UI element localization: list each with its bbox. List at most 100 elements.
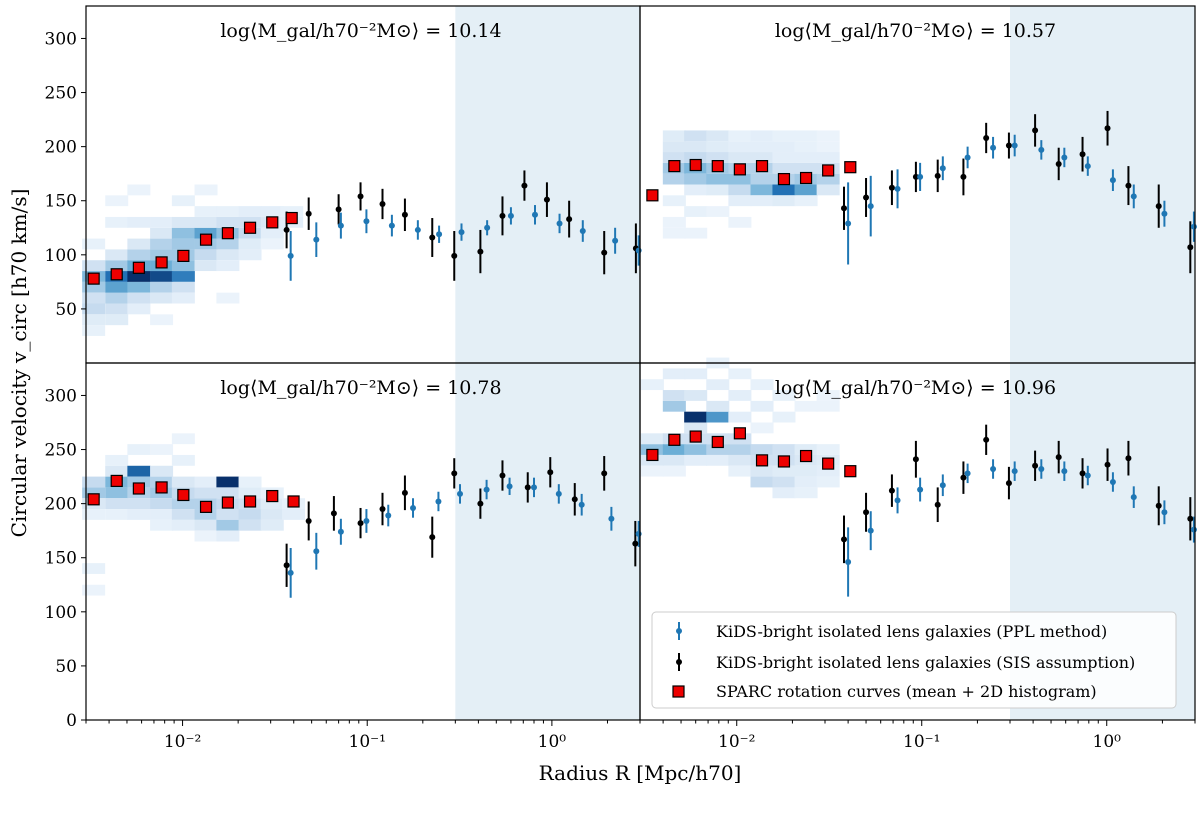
histogram-cell-bottom-left-29 [171, 519, 195, 531]
sis-point-top-left-4 [379, 200, 386, 207]
sis-point-top-left-12 [566, 216, 573, 223]
sis-point-bottom-right-1 [863, 509, 870, 516]
histogram-cell-bottom-right-30 [728, 390, 752, 401]
histogram-cell-bottom-left-34 [194, 487, 218, 499]
sparc-point-top-right-5 [755, 160, 769, 173]
histogram-cell-bottom-left-1 [82, 476, 106, 488]
histogram-cell-bottom-left-7 [105, 487, 129, 499]
y-tick-label-bottom-left-150: 150 [45, 549, 77, 569]
histogram-cell-top-left-54 [216, 249, 240, 261]
histogram-cell-top-right-29 [728, 195, 752, 207]
ppl-point-top-right-6 [990, 144, 997, 151]
sparc-point-top-left-1 [110, 268, 123, 281]
sis-point-bottom-left-9 [499, 472, 506, 479]
legend-ppl-marker [676, 628, 682, 634]
sis-point-bottom-right-6 [983, 436, 990, 443]
ppl-point-top-right-9 [1061, 154, 1068, 161]
histogram-cell-bottom-right-36 [750, 476, 774, 488]
ppl-point-bottom-left-13 [608, 515, 615, 522]
histogram-cell-bottom-right-43 [772, 476, 796, 488]
sparc-point-bottom-left-8 [266, 489, 279, 503]
histogram-cell-bottom-left-10 [105, 454, 129, 466]
sis-point-top-right-13 [1155, 203, 1162, 210]
ppl-point-bottom-left-5 [410, 504, 417, 511]
sis-point-bottom-right-12 [1125, 455, 1132, 462]
histogram-cell-top-left-34 [150, 314, 174, 326]
histogram-cell-top-right-18 [706, 152, 730, 163]
y-tick-label-bottom-left-300: 300 [45, 386, 77, 406]
histogram-cell-top-left-18 [127, 271, 151, 282]
histogram-cell-bottom-left-4 [82, 563, 106, 574]
histogram-cell-bottom-right-28 [728, 454, 752, 466]
histogram-cell-bottom-right-3 [640, 379, 664, 391]
sparc-point-bottom-left-3 [155, 481, 168, 494]
histogram-cell-top-right-44 [772, 195, 796, 207]
histogram-cell-top-right-22 [706, 206, 730, 217]
histogram-cell-bottom-left-47 [238, 487, 262, 499]
ppl-point-top-right-14 [1190, 223, 1197, 230]
ppl-point-bottom-right-7 [1011, 468, 1018, 475]
ppl-point-top-right-11 [1109, 177, 1116, 184]
histogram-cell-bottom-right-14 [684, 390, 708, 401]
histogram-cell-bottom-right-18 [684, 454, 708, 466]
histogram-cell-top-left-46 [194, 249, 218, 261]
histogram-cell-bottom-right-11 [662, 465, 686, 477]
histogram-cell-bottom-left-37 [194, 530, 218, 542]
sis-point-bottom-left-5 [401, 489, 408, 496]
histogram-cell-bottom-left-0 [82, 487, 106, 499]
sis-point-top-right-9 [1055, 160, 1062, 167]
histogram-cell-bottom-left-46 [238, 519, 262, 531]
ppl-point-bottom-right-10 [1084, 472, 1091, 479]
sis-point-bottom-right-8 [1032, 462, 1039, 469]
histogram-cell-top-right-2 [662, 152, 686, 163]
ppl-point-top-left-4 [388, 222, 395, 229]
histogram-cell-bottom-right-51 [794, 487, 818, 499]
sparc-point-top-left-6 [221, 227, 234, 240]
ppl-point-bottom-right-8 [1038, 466, 1045, 473]
histogram-cell-bottom-left-30 [171, 433, 195, 445]
sis-point-bottom-left-7 [451, 470, 458, 477]
histogram-cell-top-right-41 [772, 152, 796, 163]
histogram-cell-top-left-11 [105, 260, 129, 272]
sis-point-bottom-left-1 [305, 517, 312, 524]
histogram-cell-top-left-30 [150, 238, 174, 250]
sis-point-top-left-0 [283, 226, 290, 233]
histogram-cell-bottom-left-24 [150, 444, 174, 455]
histogram-cell-top-right-40 [772, 162, 796, 174]
histogram-cell-bottom-right-32 [728, 465, 752, 477]
x-tick-label-bottom-right-0: 10⁻² [718, 732, 755, 752]
shaded-region-bottom-left [455, 363, 640, 720]
legend-ppl-label: KiDS-bright isolated lens galaxies (PPL … [716, 622, 1107, 641]
ppl-point-top-right-3 [917, 173, 924, 180]
histogram-cell-bottom-right-31 [728, 368, 752, 380]
histogram-cell-top-right-48 [794, 152, 818, 163]
ppl-point-bottom-left-3 [363, 517, 370, 524]
panel-title-top-right: log⟨M_gal/h70⁻²M⊙⟩ = 10.57 [775, 20, 1056, 42]
sis-point-bottom-right-7 [1005, 480, 1012, 487]
histogram-cell-top-left-23 [127, 216, 151, 228]
sis-point-bottom-right-11 [1104, 461, 1111, 468]
text-layer: 50 100 150 200 250 300 log⟨M_gal/h70⁻²M⊙⟩ = 10… [7, 20, 1121, 785]
histogram-cell-bottom-right-38 [750, 379, 774, 391]
sis-point-top-right-10 [1079, 151, 1086, 158]
sis-point-bottom-right-13 [1155, 502, 1162, 509]
sparc-point-top-left-5 [199, 233, 213, 246]
panel-title-top-left: log⟨M_gal/h70⁻²M⊙⟩ = 10.14 [220, 20, 501, 42]
sis-point-bottom-left-8 [477, 500, 484, 507]
legend-sparc-marker [672, 685, 685, 698]
ppl-point-top-right-4 [939, 165, 946, 172]
histogram-cell-top-left-8 [105, 292, 129, 304]
sis-point-top-left-11 [543, 196, 550, 203]
y-tick-label-top-left-100: 100 [45, 246, 77, 266]
histogram-cell-top-right-55 [816, 152, 840, 163]
sparc-point-bottom-right-9 [844, 465, 857, 478]
histogram-cell-top-right-42 [772, 141, 796, 153]
histogram-cell-top-left-61 [238, 206, 262, 217]
sparc-point-top-right-7 [799, 171, 813, 185]
histogram-cell-top-right-6 [662, 227, 686, 239]
histogram-cell-top-right-15 [684, 227, 708, 239]
sparc-point-bottom-left-6 [221, 496, 234, 509]
histogram-cell-top-right-11 [684, 141, 708, 153]
ppl-point-top-right-12 [1130, 193, 1137, 200]
